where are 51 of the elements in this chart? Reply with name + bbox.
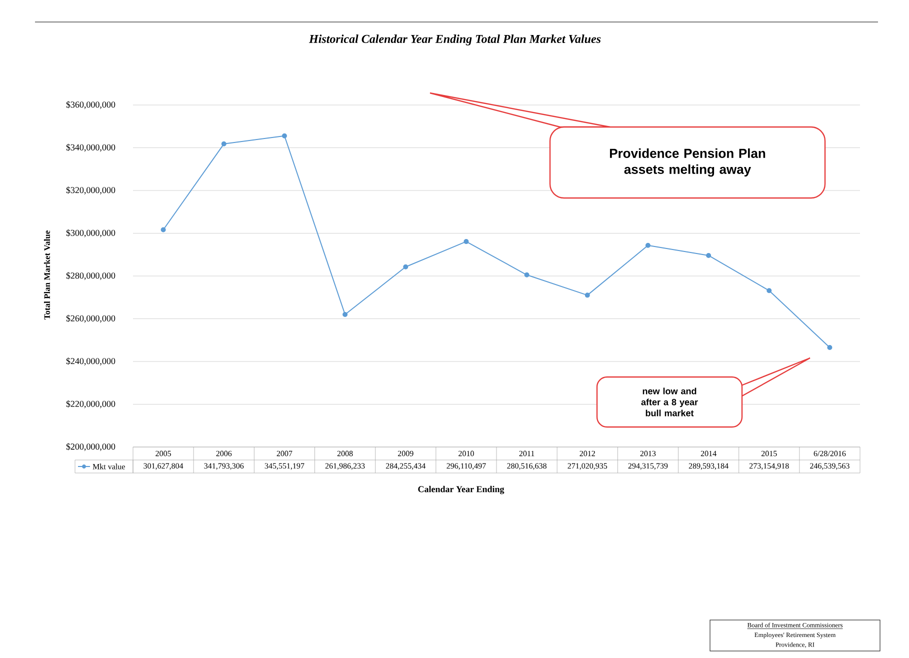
data-label: 284,255,434 xyxy=(386,463,426,470)
point xyxy=(827,345,832,350)
point xyxy=(706,252,712,258)
point xyxy=(584,292,590,298)
data-label: 345,551,197 xyxy=(264,463,304,470)
x-tick-label: 2010 xyxy=(458,450,474,456)
point xyxy=(342,312,348,317)
data-label: 246,539,563 xyxy=(810,463,850,470)
y-tick-label: $260,000,000 xyxy=(66,314,116,323)
data-label: 261,986,233 xyxy=(325,463,365,470)
y-tick-label: $280,000,000 xyxy=(66,272,116,280)
point xyxy=(524,272,530,278)
legend-label: Mkt value xyxy=(92,464,125,470)
y-axis-title: Total Plan Market Value xyxy=(44,230,50,320)
x-tick-label: 2015 xyxy=(761,450,777,456)
x-tick-label: 2013 xyxy=(640,450,656,456)
data-label: 294,315,739 xyxy=(628,463,668,470)
x-tick-label: 2006 xyxy=(216,450,232,456)
annotation: Providence Pension Plan assets melting away xyxy=(610,148,766,177)
x-tick-label: 2008 xyxy=(337,450,353,456)
x-tick-label: 2011 xyxy=(519,450,534,456)
y-tick-label: $240,000,000 xyxy=(66,358,116,366)
data-label: 271,020,935 xyxy=(568,463,608,470)
x-tick-label: 2005 xyxy=(156,450,171,456)
data-label: 280,516,638 xyxy=(507,463,546,470)
point xyxy=(464,239,469,244)
point xyxy=(282,133,287,138)
x-tick-label: 2014 xyxy=(700,450,716,456)
data-label: 273,154,918 xyxy=(749,463,789,470)
y-tick-label: $320,000,000 xyxy=(66,186,116,194)
annotation: new low and after a 8 year bull market xyxy=(641,388,698,416)
y-tick-label: $300,000,000 xyxy=(66,229,116,238)
data-label: 341,793,306 xyxy=(204,463,244,470)
data-label: 301,627,804 xyxy=(144,463,184,470)
point xyxy=(766,288,772,294)
y-tick-label: $340,000,000 xyxy=(66,144,116,152)
x-tick-label: 2009 xyxy=(398,450,414,456)
data-label: 289,593,184 xyxy=(688,463,728,470)
point xyxy=(221,141,226,146)
x-tick-label: 2007 xyxy=(276,450,292,456)
chart-title: Historical Calendar Year Ending Total Plan Market Values xyxy=(308,34,601,46)
x-tick-label: 2012 xyxy=(580,450,595,456)
y-tick-label: $360,000,000 xyxy=(66,101,116,109)
point xyxy=(160,227,166,232)
y-tick-label: $220,000,000 xyxy=(66,400,116,408)
point xyxy=(403,264,408,270)
x-axis-title: Calendar Year Ending xyxy=(418,486,504,494)
x-tick-label: 6/28/2016 xyxy=(814,450,846,456)
y-tick-label: $200,000,000 xyxy=(66,443,116,451)
point xyxy=(645,242,650,248)
data-label: 296,110,497 xyxy=(446,463,486,470)
